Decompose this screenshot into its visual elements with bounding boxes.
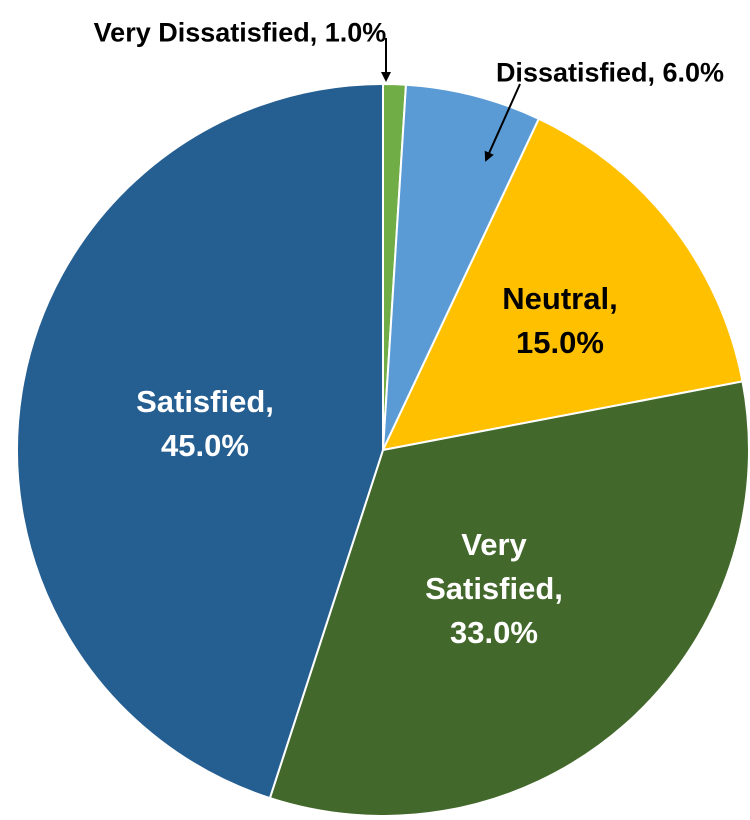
leader-lines — [381, 38, 521, 162]
data-label-line: Very — [461, 527, 527, 562]
data-label-line: 15.0% — [516, 325, 604, 360]
data-label-dissatisfied: Dissatisfied, 6.0% — [496, 57, 724, 87]
data-label-line: 33.0% — [450, 615, 538, 650]
data-label-very-dissatisfied: Very Dissatisfied, 1.0% — [94, 17, 387, 47]
pie-slice-dissatisfied — [382, 83, 541, 451]
pie-slice-neutral — [381, 117, 744, 452]
pie-slice-satisfied — [16, 82, 384, 800]
data-label-line: Dissatisfied, 6.0% — [496, 57, 724, 87]
data-labels: Very Dissatisfied, 1.0% Dissatisfied, 6.0… — [94, 17, 724, 649]
pie-slices — [16, 82, 750, 817]
data-label-line: Neutral, — [502, 281, 617, 316]
data-label-satisfied: Satisfied, 45.0% — [136, 384, 274, 463]
data-label-line: Satisfied, — [136, 384, 274, 419]
data-label-line: 45.0% — [161, 428, 249, 463]
data-label-line: Satisfied, — [425, 571, 563, 606]
data-label-very-satisfied: Very Satisfied, 33.0% — [425, 527, 563, 650]
data-label-neutral: Neutral, 15.0% — [502, 281, 617, 360]
data-label-line: Very Dissatisfied, 1.0% — [94, 17, 387, 47]
leader-line-dissatisfied — [484, 83, 521, 162]
